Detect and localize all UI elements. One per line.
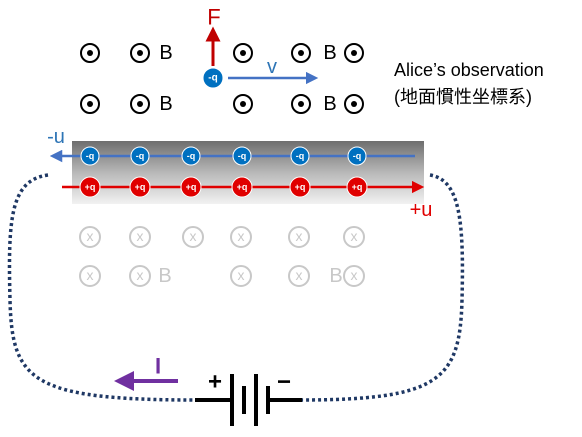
- positive-charge: [129, 176, 151, 198]
- field-label: B: [323, 42, 336, 64]
- field-in-mark: x: [137, 228, 144, 244]
- negative-charge: [290, 146, 310, 166]
- field-in: [79, 265, 101, 287]
- field-out-dot: [351, 50, 357, 56]
- positive-charge-label: +q: [85, 182, 96, 192]
- negative-charge: [130, 146, 150, 166]
- negative-charge-label: -q: [86, 151, 95, 161]
- field-label: B: [159, 93, 172, 115]
- field-in-mark: x: [238, 267, 245, 283]
- positive-charge-label: +q: [237, 182, 248, 192]
- field-in-mark: x: [238, 228, 245, 244]
- battery-plus: +: [208, 369, 222, 396]
- field-out-dot: [87, 101, 93, 107]
- field-out-dot: [298, 101, 304, 107]
- field-in-mark: x: [87, 267, 94, 283]
- positive-charge-label: +q: [135, 182, 146, 192]
- field-in-mark: x: [137, 267, 144, 283]
- positive-charge: [289, 176, 311, 198]
- field-out: [233, 43, 253, 63]
- field-in: [343, 265, 365, 287]
- field-out-dot: [298, 50, 304, 56]
- positive-charge: [79, 176, 101, 198]
- moving-charge-label: -q: [208, 73, 217, 84]
- field-in: [129, 265, 151, 287]
- positive-charge-label: +q: [352, 182, 363, 192]
- positive-charge-label: +q: [186, 182, 197, 192]
- negative-charge-label: -q: [238, 151, 247, 161]
- velocity-label: v: [267, 56, 277, 78]
- circuit-wire: [7, 173, 196, 402]
- field-in: [288, 226, 310, 248]
- positive-flow-label: +u: [410, 199, 433, 221]
- field-out-dot: [87, 50, 93, 56]
- field-in: [230, 265, 252, 287]
- positive-charge-label: +q: [295, 182, 306, 192]
- negative-charge: [181, 146, 201, 166]
- field-out-dot: [137, 50, 143, 56]
- force-label: F: [207, 5, 220, 30]
- negative-charge: [80, 146, 100, 166]
- field-out: [291, 94, 311, 114]
- field-out-dot: [240, 101, 246, 107]
- negative-charge-label: -q: [353, 151, 362, 161]
- field-out: [344, 43, 364, 63]
- moving-charge: [202, 67, 224, 89]
- battery-minus: −: [277, 369, 291, 396]
- field-out: [291, 43, 311, 63]
- circuit-wire: [299, 173, 465, 402]
- positive-charge: [346, 176, 368, 198]
- field-label: B: [158, 265, 171, 287]
- field-label: B: [329, 265, 342, 287]
- negative-charge-label: -q: [296, 151, 305, 161]
- field-out: [233, 94, 253, 114]
- field-in: [79, 226, 101, 248]
- field-in: [230, 226, 252, 248]
- negative-flow-label: -u: [47, 126, 65, 148]
- frame-label: (地面慣性坐標系): [394, 87, 532, 107]
- field-in-mark: x: [296, 267, 303, 283]
- field-in-mark: x: [190, 228, 197, 244]
- field-in-mark: x: [351, 228, 358, 244]
- field-out-dot: [240, 50, 246, 56]
- negative-charge-label: -q: [187, 151, 196, 161]
- field-in-mark: x: [351, 267, 358, 283]
- field-in-mark: x: [87, 228, 94, 244]
- field-out: [130, 43, 150, 63]
- field-in-mark: x: [296, 228, 303, 244]
- field-out: [80, 43, 100, 63]
- observer-label: Alice’s observation: [394, 60, 544, 80]
- negative-charge-label: -q: [136, 151, 145, 161]
- field-out: [80, 94, 100, 114]
- field-out-dot: [351, 101, 357, 107]
- field-out: [344, 94, 364, 114]
- field-in: [288, 265, 310, 287]
- field-in: [129, 226, 151, 248]
- field-out: [130, 94, 150, 114]
- field-label: B: [323, 93, 336, 115]
- field-in: [343, 226, 365, 248]
- positive-charge: [180, 176, 202, 198]
- positive-charge: [231, 176, 253, 198]
- field-out-dot: [137, 101, 143, 107]
- negative-charge: [347, 146, 367, 166]
- battery: [195, 374, 302, 426]
- current-label: I: [155, 354, 161, 379]
- field-in: [182, 226, 204, 248]
- negative-charge: [232, 146, 252, 166]
- field-label: B: [159, 42, 172, 64]
